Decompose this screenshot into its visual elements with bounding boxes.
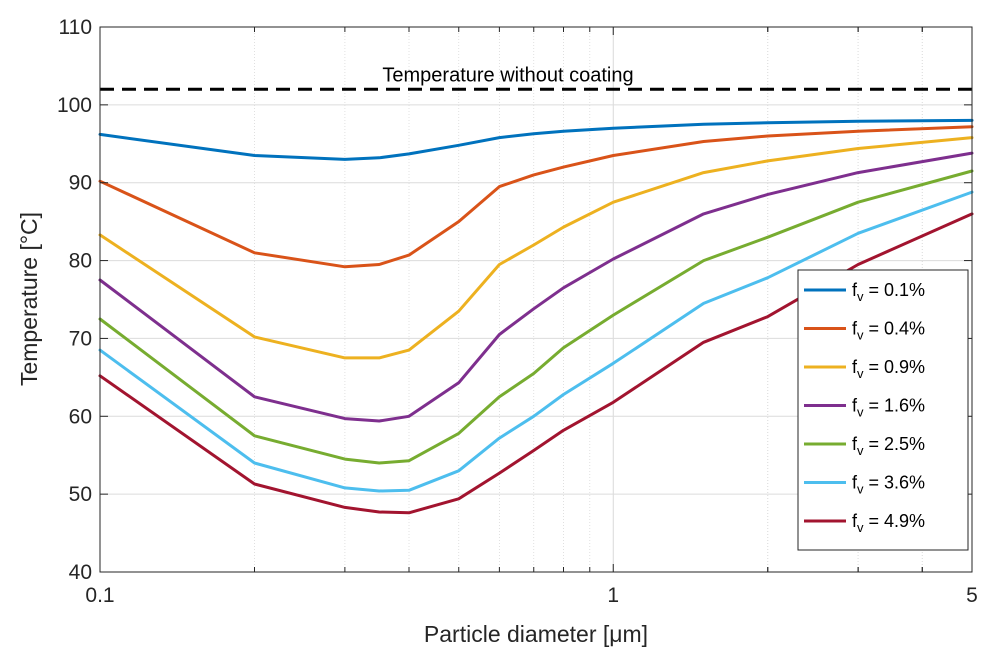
legend: fv = 0.1% fv = 0.4% fv = 0.9% fv = 1.6% fv =… — [797, 269, 969, 551]
series-group — [98, 118, 974, 515]
legend-box — [797, 269, 969, 551]
reference-line-label: Temperature without coating — [382, 64, 633, 86]
x-tick-label: 0.1 — [85, 584, 114, 607]
y-tick-label: 110 — [59, 16, 92, 39]
legend-entry-label: fv = 4.9% — [852, 511, 925, 535]
y-tick-label: 40 — [69, 561, 92, 584]
series-line-3 — [98, 136, 974, 360]
y-tick-label: 60 — [69, 405, 92, 428]
legend-entry-label: fv = 0.4% — [852, 319, 925, 343]
legend-entry-label: fv = 0.9% — [852, 357, 925, 381]
reference-line-group: Temperature without coating — [100, 64, 972, 91]
axes-box — [99, 26, 973, 573]
legend-entry-label: fv = 3.6% — [852, 473, 925, 497]
y-tick-label: 70 — [69, 327, 92, 350]
y-tick-label: 90 — [69, 172, 92, 195]
y-tick-label: 100 — [57, 94, 92, 117]
ticks-group: 0.1 1 5 40 50 60 70 80 90 100 110 — [57, 16, 978, 607]
legend-entry-label: fv = 2.5% — [852, 434, 925, 458]
y-axis-label: Temperature [°C] — [16, 212, 42, 386]
legend-entry-label: fv = 1.6% — [852, 396, 925, 420]
series-line-7 — [98, 212, 974, 515]
series-line-4 — [98, 151, 974, 423]
y-tick-label: 80 — [69, 250, 92, 273]
series-line-2 — [98, 125, 974, 269]
y-tick-label: 50 — [69, 483, 92, 506]
series-line-1 — [98, 118, 974, 161]
x-tick-label: 1 — [607, 584, 619, 607]
x-tick-label: 5 — [966, 584, 978, 607]
series-line-6 — [98, 190, 974, 493]
x-axis-label: Particle diameter [μm] — [424, 621, 648, 647]
legend-entry-label: fv = 0.1% — [852, 280, 925, 304]
series-line-5 — [98, 169, 974, 465]
